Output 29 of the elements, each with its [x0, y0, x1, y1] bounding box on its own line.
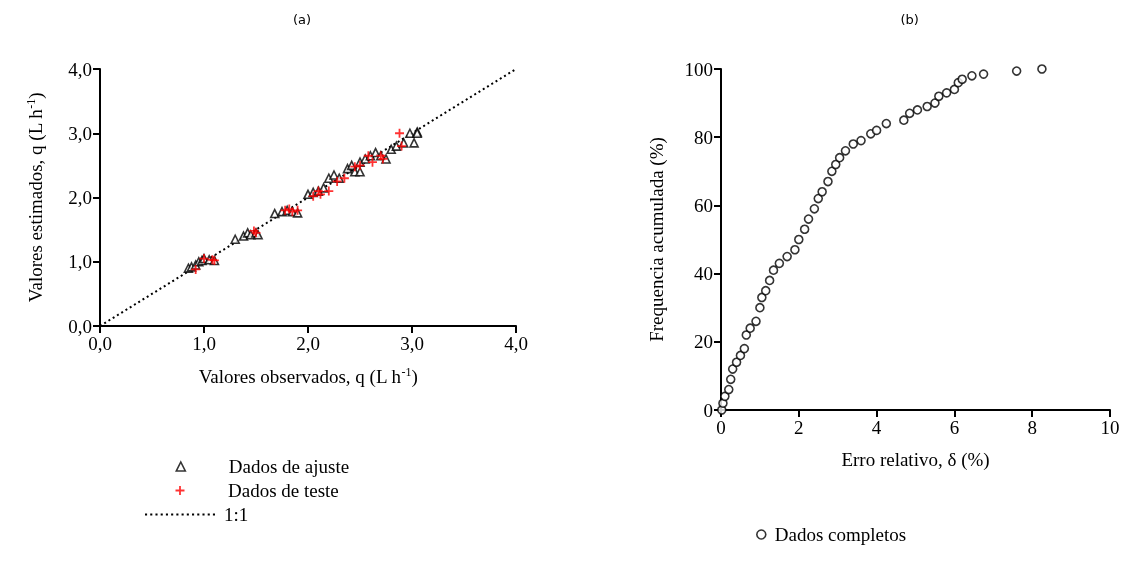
y-tick-label: 20: [694, 331, 713, 353]
legend-label: 1:1: [224, 504, 249, 525]
legend-label: Dados completos: [774, 524, 907, 545]
x-tick-label: 8: [1027, 417, 1037, 438]
y-axis-title: Frequencia acumulada (%): [646, 137, 668, 342]
legend-label: Dados de ajuste: [228, 456, 350, 477]
chart-title: (a): [293, 12, 312, 27]
y-tick-label: 1,0: [68, 251, 92, 273]
x-tick-label: 3,0: [400, 333, 424, 354]
chart-title: (b): [900, 12, 919, 27]
y-tick-label: 4,0: [68, 58, 92, 80]
x-tick-label: 6: [949, 417, 960, 438]
x-tick-label: 0: [716, 417, 726, 438]
x-tick-label: 1,0: [192, 333, 216, 354]
y-tick-label: 40: [694, 263, 713, 285]
x-axis-title: Erro relativo, δ (%): [841, 449, 990, 471]
y-tick-label: 2,0: [68, 187, 92, 208]
x-tick-label: 10: [1100, 417, 1120, 438]
legend-label: Dados de teste: [228, 480, 339, 501]
x-tick-label: 4: [871, 417, 882, 438]
x-tick-label: 4,0: [504, 333, 528, 354]
x-tick-label: 2: [794, 417, 804, 438]
y-axis-title: Valores estimados, q (L h-1): [24, 92, 47, 303]
y-tick-label: 3,0: [68, 122, 92, 144]
x-tick-label: 2,0: [296, 333, 320, 354]
y-tick-label: 0: [703, 399, 713, 421]
y-tick-label: 80: [694, 126, 713, 148]
y-tick-label: 100: [684, 58, 713, 80]
y-tick-label: 60: [694, 194, 713, 216]
